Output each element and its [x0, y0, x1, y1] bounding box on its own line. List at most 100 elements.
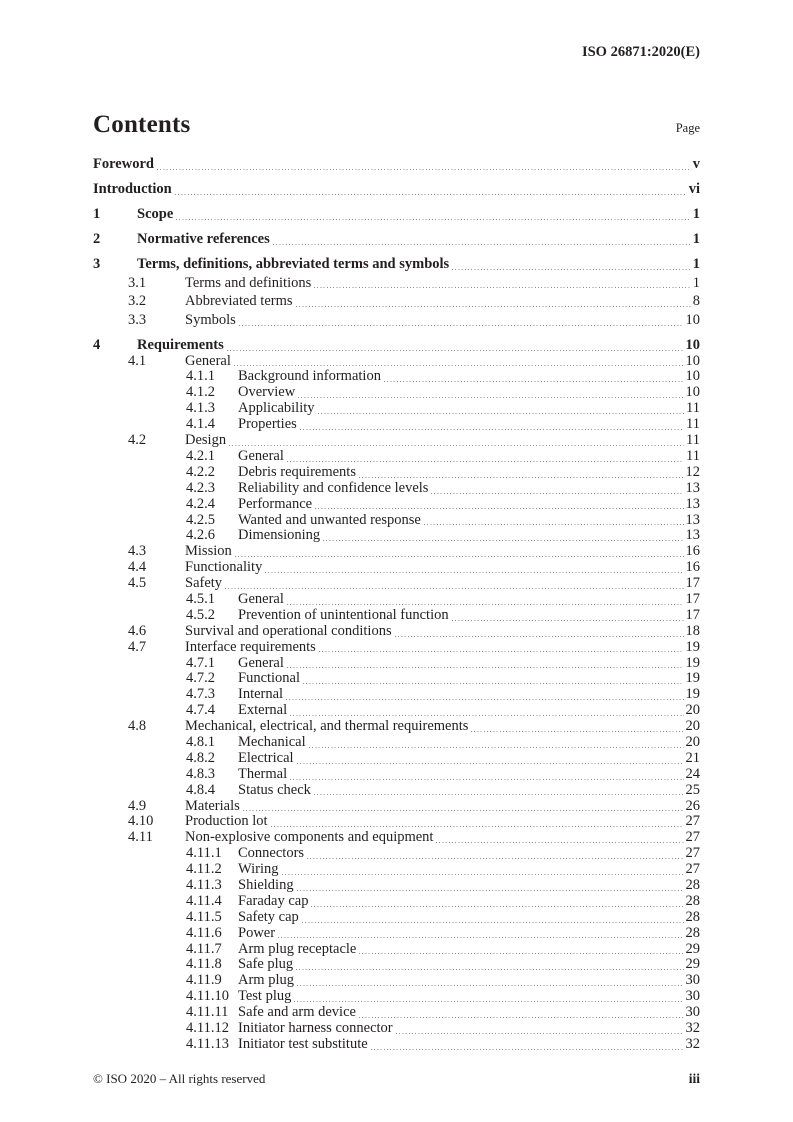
dot-leader — [431, 492, 684, 494]
toc-entry-number: 4.9 — [128, 797, 147, 814]
toc-entry-page: 13 — [685, 495, 701, 512]
toc-entry-title: Design — [185, 432, 227, 449]
toc-entry-title: Normative references — [137, 230, 270, 247]
toc-entry-page: 25 — [685, 781, 701, 798]
toc-entry-title: Introduction — [93, 180, 172, 197]
toc-entry-page: 17 — [685, 606, 701, 623]
dot-leader — [174, 193, 687, 195]
toc-entry: 4.11.1 Connectors 27 — [93, 845, 700, 862]
toc-entry-page: 29 — [685, 940, 701, 957]
toc-entry-title: Safety cap — [238, 908, 299, 925]
dot-leader — [423, 524, 684, 526]
toc-entry-number: 4.11.3 — [186, 876, 222, 893]
toc-entry-page: 24 — [685, 765, 701, 782]
toc-entry-number: 4.6 — [128, 622, 147, 639]
dot-leader — [290, 778, 684, 780]
toc-entry-number: 4.1.2 — [186, 384, 215, 401]
toc-entry: 4.11.13 Initiator test substitute 32 — [93, 1035, 700, 1053]
toc-entry-title: Dimensioning — [238, 527, 321, 544]
toc-entry-page: 17 — [685, 590, 701, 607]
toc-entry-page: 27 — [685, 829, 701, 846]
toc-entry: 4.5.2 Prevention of unintentional functio… — [93, 606, 701, 624]
dot-leader — [234, 556, 684, 558]
toc-entry-page: 11 — [686, 432, 700, 449]
toc-entry-title: Non-explosive components and equipment — [185, 829, 434, 846]
toc-entry-page: 10 — [685, 384, 701, 401]
dot-leader — [318, 651, 684, 653]
toc-entry-number: 3.1 — [128, 274, 147, 291]
toc-entry: 4.8.2 Electrical 21 — [93, 749, 700, 767]
toc-entry-number: 1 — [93, 205, 101, 222]
toc-entry-page: 27 — [685, 861, 701, 878]
toc-entry-number: 4.11.11 — [186, 1004, 229, 1021]
toc-entry-title: Overview — [238, 384, 296, 401]
dot-leader — [265, 571, 684, 573]
dot-leader — [278, 937, 684, 939]
toc-entry-number: 4.2.6 — [186, 527, 215, 544]
toc-entry: 3.1 Terms and definitions 1 — [93, 274, 700, 292]
toc-entry-title: General — [238, 447, 284, 464]
dot-leader — [286, 667, 684, 669]
toc-entry: 4.5.1 General 17 — [93, 590, 701, 608]
toc-entry-number: 4.2.2 — [186, 463, 215, 480]
toc-entry-title: Wiring — [238, 861, 279, 878]
dot-leader — [229, 444, 685, 446]
toc-entry-title: Reliability and confidence levels — [238, 479, 429, 496]
toc-entry-page: 10 — [685, 368, 701, 385]
toc-entry-number: 4.11 — [128, 829, 153, 846]
dot-leader — [296, 969, 684, 971]
dot-leader — [238, 324, 684, 326]
toc-entry-number: 4.2.1 — [186, 447, 215, 464]
toc-entry: 4.9 Materials 26 — [93, 797, 700, 815]
toc-entry-number: 4.11.13 — [186, 1035, 229, 1052]
toc-entry-page: 16 — [685, 543, 701, 560]
toc-entry-title: Applicability — [238, 400, 315, 417]
toc-entry: 4.1.1 Background information 10 — [93, 369, 700, 385]
toc-entry: 1 Scope 1 — [93, 205, 700, 223]
dot-leader — [295, 305, 691, 307]
toc-entry-title: General — [185, 352, 231, 369]
dot-leader — [452, 268, 691, 270]
toc-entry-title: Properties — [238, 416, 297, 433]
toc-entry-page: 12 — [685, 463, 701, 480]
dot-leader — [296, 762, 684, 764]
dot-leader — [226, 349, 684, 351]
toc-entry-number: 4.8.2 — [186, 749, 215, 766]
toc-entry-title: Power — [238, 924, 276, 941]
toc-entry-title: Interface requirements — [185, 638, 316, 655]
copyright-notice: © ISO 2020 – All rights reserved — [93, 1071, 266, 1086]
toc-entry-number: 4.8.1 — [186, 733, 215, 750]
toc-entry-title: Scope — [137, 205, 174, 222]
toc-entry-title: Shielding — [238, 876, 294, 893]
toc-entry-number: 4.11.4 — [186, 892, 222, 909]
toc-entry: 3 Terms, definitions, abbreviated terms a… — [93, 256, 700, 273]
toc-entry: 4.11 Non-explosive components and equipme… — [93, 830, 700, 846]
toc-entry-title: Arm plug — [238, 972, 294, 989]
toc-entry: Introduction vi — [93, 180, 700, 198]
toc-entry-number: 4 — [93, 336, 101, 353]
toc-entry-title: Background information — [238, 368, 381, 385]
toc-entry-title: Initiator test substitute — [238, 1035, 368, 1052]
toc-entry-number: 4.2.3 — [186, 479, 215, 496]
toc-entry-title: Foreword — [93, 156, 154, 172]
toc-entry-number: 4.7.2 — [186, 670, 215, 687]
toc-entry: 4.5 Safety 17 — [93, 575, 700, 592]
toc-entry-page: 30 — [685, 1004, 701, 1021]
dot-leader — [281, 873, 684, 875]
toc-entry-title: Mechanical — [238, 733, 306, 750]
toc-entry: 4.11.8 Safe plug 29 — [93, 957, 700, 973]
dot-leader — [303, 683, 684, 685]
toc-entry-title: Connectors — [238, 845, 305, 862]
toc-entry-page: 1 — [692, 274, 700, 291]
dot-leader — [394, 635, 684, 637]
dot-leader — [272, 243, 691, 245]
toc-entry-number: 4.7.1 — [186, 654, 215, 671]
dot-leader — [383, 381, 684, 383]
toc-entry-title: Arm plug receptacle — [238, 940, 357, 957]
toc-entry: 4.8.4 Status check 25 — [93, 781, 701, 799]
toc-entry-page: 28 — [685, 876, 701, 893]
toc-entry-title: Abbreviated terms — [185, 293, 293, 310]
dot-leader — [436, 842, 684, 844]
toc-entry-title: Materials — [185, 797, 240, 814]
